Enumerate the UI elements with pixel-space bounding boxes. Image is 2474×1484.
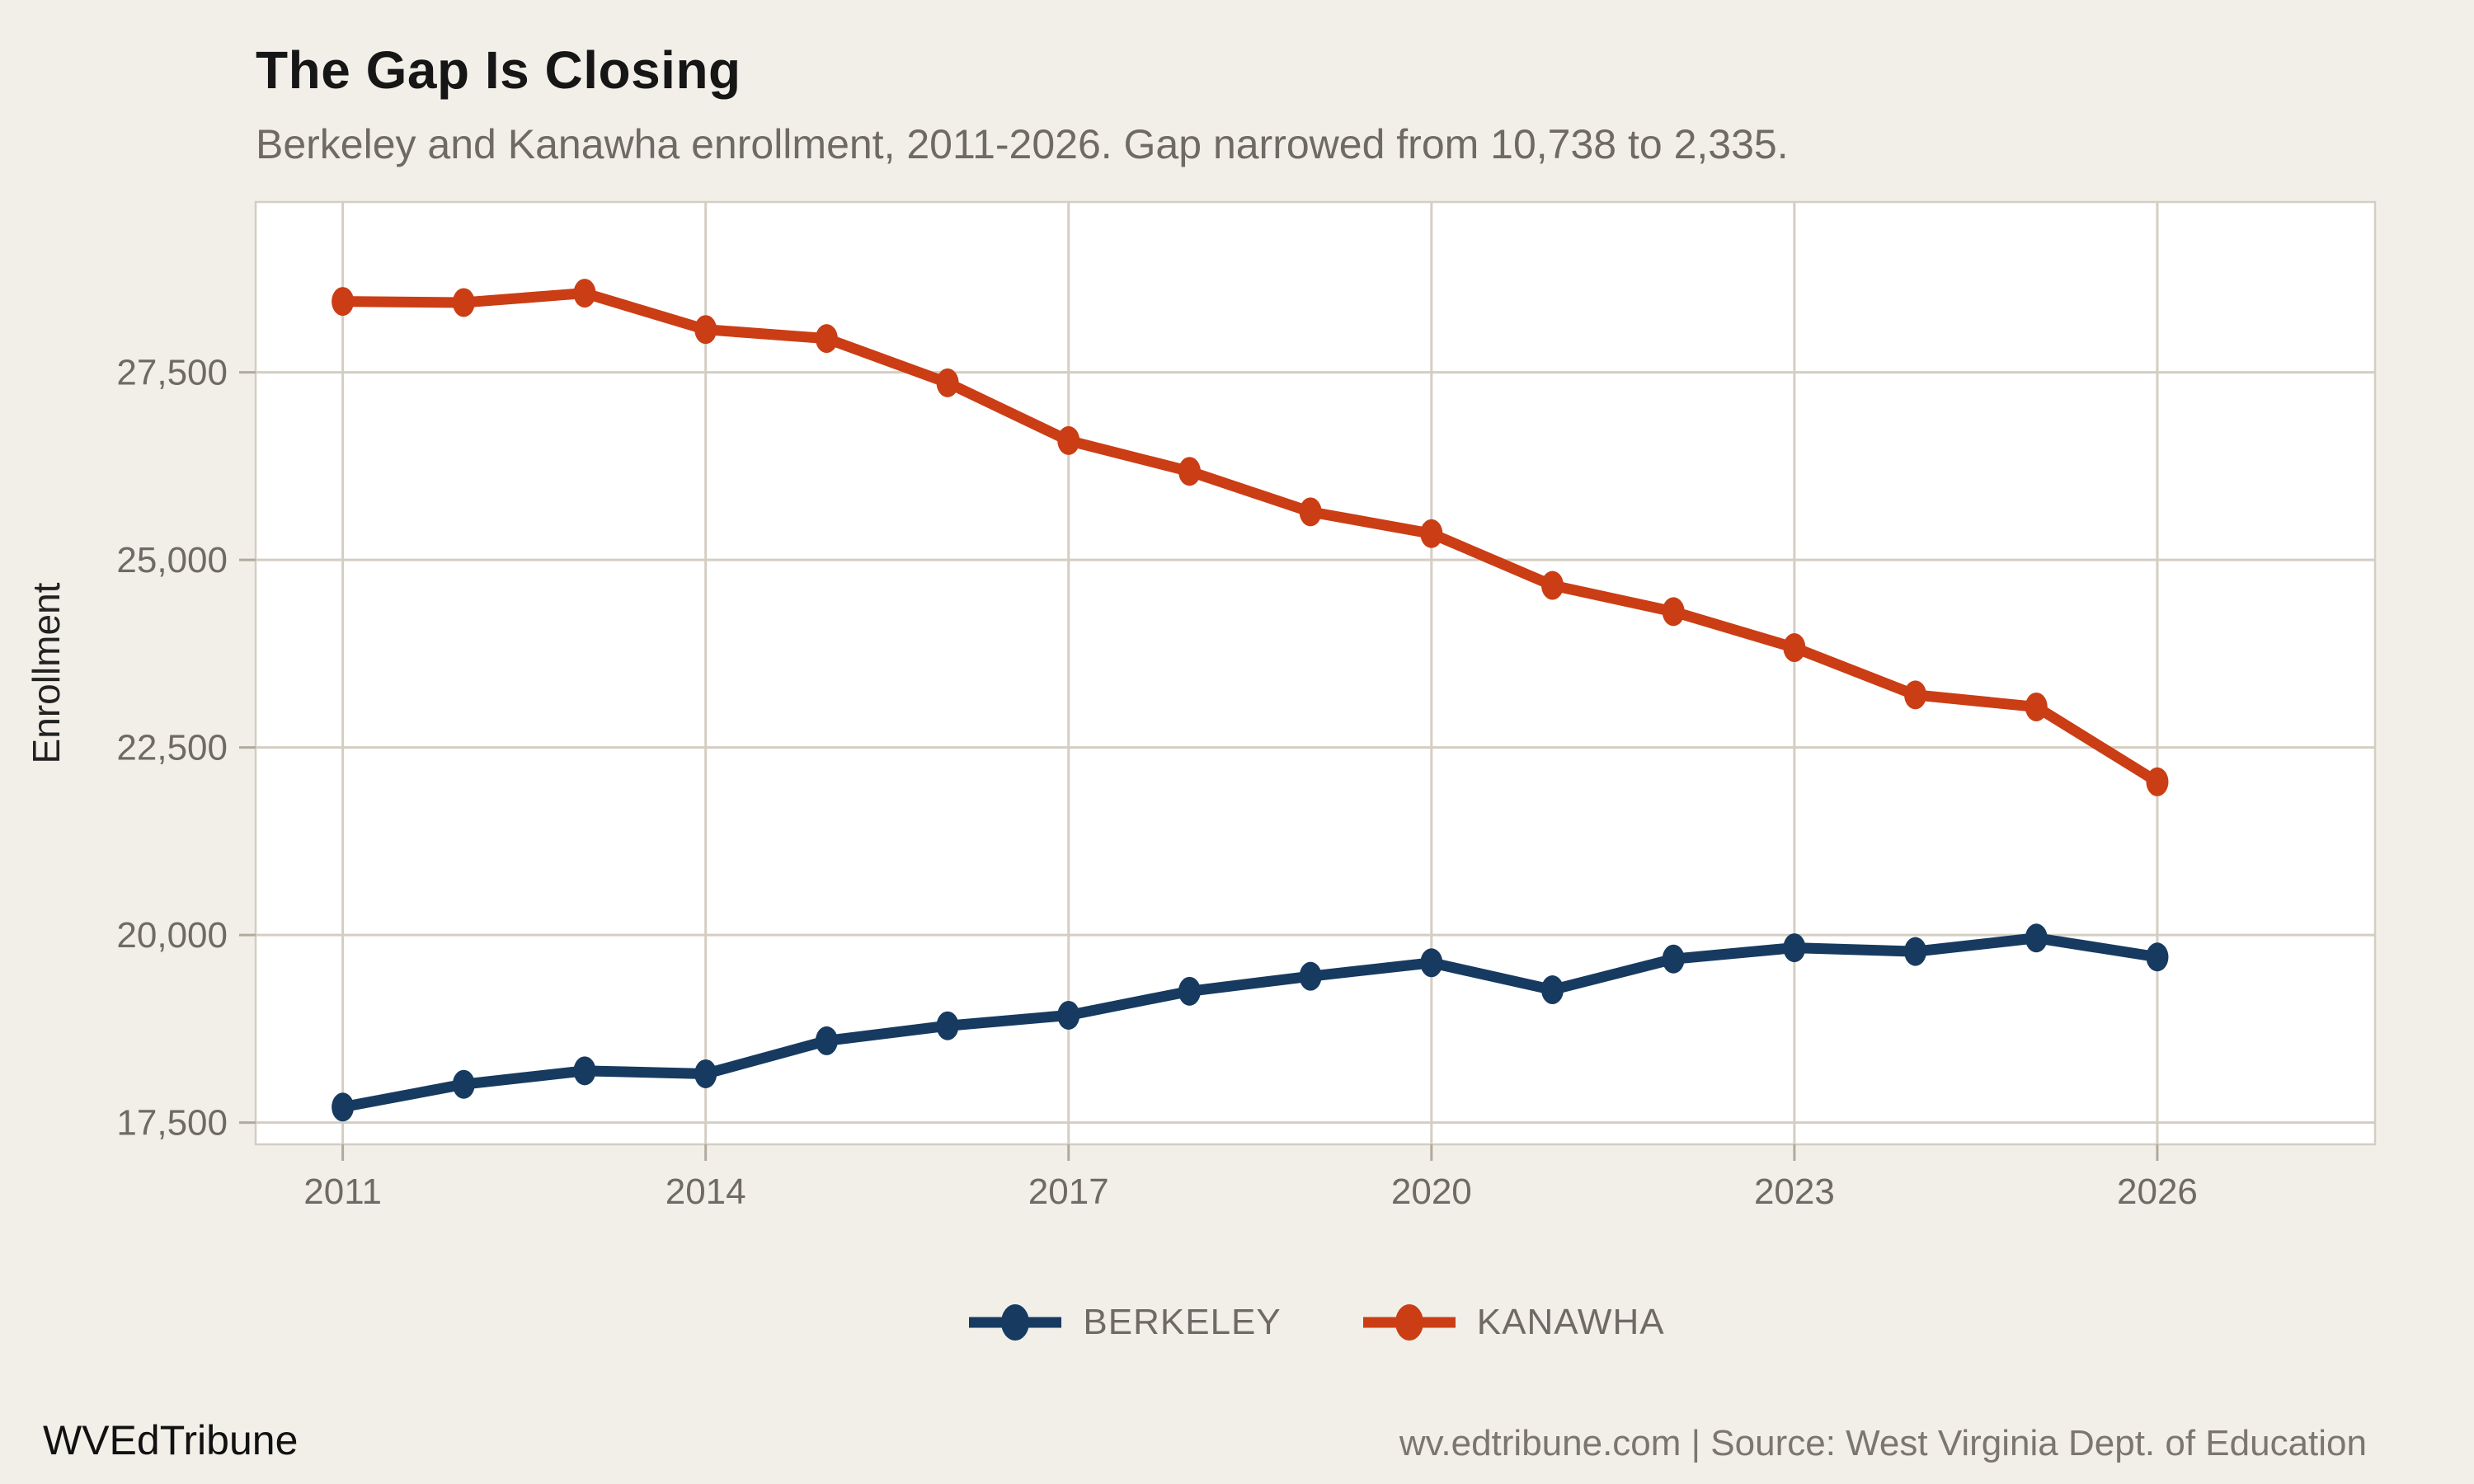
plot-panel <box>254 200 2377 1146</box>
data-point-berkeley <box>2146 942 2169 972</box>
data-point-kanawha <box>1299 497 1322 527</box>
data-point-kanawha <box>1662 597 1685 627</box>
x-tick-label: 2020 <box>1391 1172 1472 1212</box>
data-point-berkeley <box>936 1011 959 1040</box>
data-point-kanawha <box>1178 457 1201 486</box>
legend-label: KANAWHA <box>1476 1302 1665 1342</box>
data-point-kanawha <box>815 324 838 354</box>
y-tick-label: 25,000 <box>116 540 228 580</box>
y-tick-label: 17,500 <box>116 1103 228 1144</box>
data-point-berkeley <box>1904 937 1927 966</box>
page-title: The Gap Is Closing <box>256 40 741 100</box>
data-point-kanawha <box>1541 571 1564 600</box>
series-line-berkeley <box>337 932 2163 1113</box>
y-axis-title: Enrollment <box>25 582 68 763</box>
data-point-kanawha <box>1420 519 1443 548</box>
data-point-berkeley <box>1299 961 1322 991</box>
data-point-berkeley <box>1057 1000 1080 1030</box>
data-point-kanawha <box>452 288 475 317</box>
data-point-berkeley <box>1420 948 1443 978</box>
legend-key-icon <box>1362 1304 1456 1341</box>
legend-key-icon <box>969 1304 1062 1341</box>
data-point-berkeley <box>1662 944 1685 974</box>
legend-label: BERKELEY <box>1083 1302 1282 1342</box>
x-tick-label: 2023 <box>1754 1172 1835 1212</box>
data-point-berkeley <box>815 1026 838 1055</box>
data-point-kanawha <box>2146 767 2169 796</box>
data-point-berkeley <box>2025 923 2048 953</box>
data-point-kanawha <box>1783 633 1806 663</box>
x-tick-label: 2014 <box>666 1172 746 1212</box>
x-tick-label: 2017 <box>1028 1172 1109 1212</box>
series-line-kanawha <box>337 288 2163 787</box>
data-point-kanawha <box>1057 425 1080 455</box>
data-point-kanawha <box>694 315 717 345</box>
data-point-berkeley <box>1783 933 1806 963</box>
x-tick-label: 2011 <box>303 1172 382 1212</box>
y-tick-label: 20,000 <box>116 915 228 956</box>
data-point-berkeley <box>452 1069 475 1099</box>
legend-item-berkeley: BERKELEY <box>966 1296 1281 1349</box>
source-attribution: wv.edtribune.com | Source: West Virginia… <box>1399 1423 2367 1463</box>
data-point-berkeley <box>332 1092 355 1122</box>
legend-key-dot <box>1001 1304 1030 1341</box>
data-point-berkeley <box>694 1059 717 1088</box>
data-point-kanawha <box>936 368 959 397</box>
data-point-kanawha <box>332 287 355 317</box>
legend-key-dot <box>1395 1304 1423 1341</box>
data-point-berkeley <box>1541 975 1564 1005</box>
page-subtitle: Berkeley and Kanawha enrollment, 2011-20… <box>256 121 1789 167</box>
data-point-kanawha <box>1904 680 1927 710</box>
brand-wordmark: WVEdTribune <box>43 1417 299 1463</box>
data-point-kanawha <box>2025 692 2048 721</box>
data-point-berkeley <box>1178 976 1201 1006</box>
chart-legend: BERKELEY KANAWHA <box>256 1296 2375 1349</box>
data-point-kanawha <box>573 279 596 308</box>
y-tick-label: 22,500 <box>116 728 228 768</box>
y-tick-label: 27,500 <box>116 353 228 393</box>
legend-item-kanawha: KANAWHA <box>1360 1296 1665 1349</box>
data-point-berkeley <box>573 1056 596 1086</box>
x-tick-label: 2026 <box>2117 1172 2198 1212</box>
